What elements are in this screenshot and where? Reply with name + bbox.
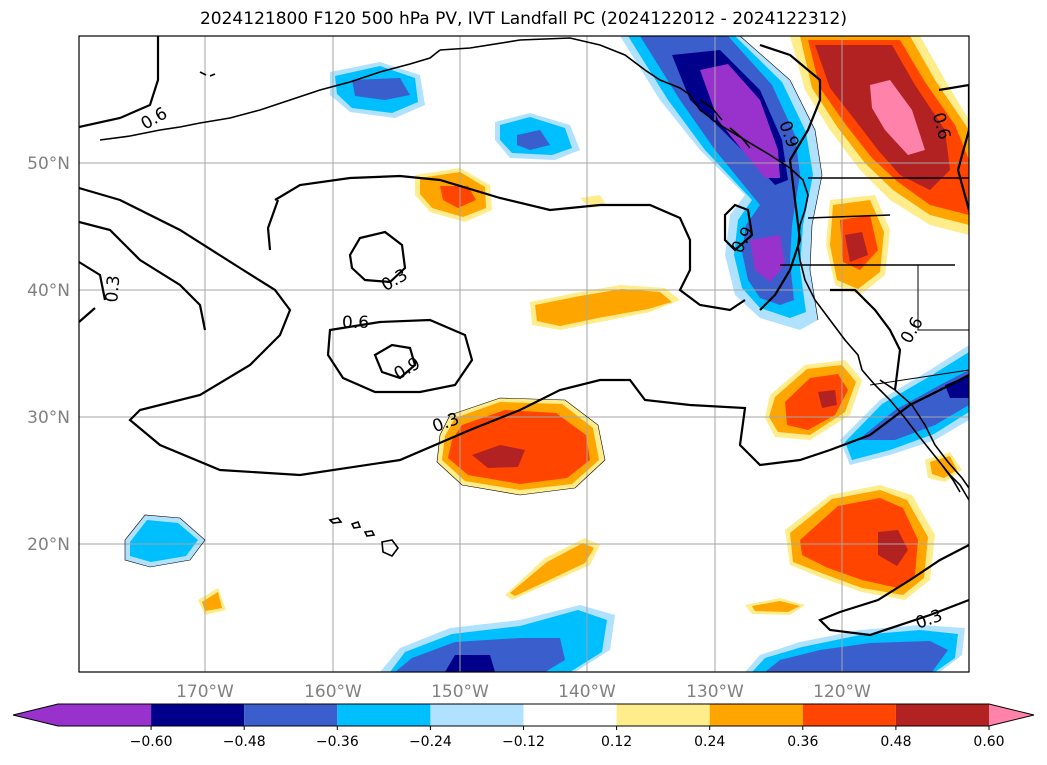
lat-label-30n: 30°N [27, 408, 70, 428]
fill-outlines [124, 36, 823, 568]
negative-anomaly-gulf-alaska [330, 62, 580, 160]
colorbar: −0.60 −0.48 −0.36 −0.24 −0.12 0.12 0.24 0.36 0.4… [12, 703, 1035, 750]
colorbar-cell [151, 704, 245, 726]
positive-anomaly-subtropical-band [505, 538, 600, 600]
colorbar-cell [802, 704, 896, 726]
lat-label-50n: 50°N [27, 154, 70, 174]
colorbar-cell [616, 704, 710, 726]
colorbar-tick-label: 0.24 [694, 734, 725, 750]
colorbar-cell [523, 704, 617, 726]
colorbar-cell [709, 704, 803, 726]
map-title: 2024121800 F120 500 hPa PV, IVT Landfall… [199, 9, 847, 29]
graticule [79, 36, 969, 672]
colorbar-tick-label: 0.36 [787, 734, 818, 750]
lat-label-20n: 20°N [27, 535, 70, 555]
colorbar-tick-label: −0.36 [316, 734, 359, 750]
lat-label-40n: 40°N [27, 281, 70, 301]
colorbar-cell [430, 704, 524, 726]
longitude-labels: 170°W 160°W 150°W 140°W 130°W 120°W [176, 682, 871, 702]
latitude-labels: 50°N 40°N 30°N 20°N [27, 154, 70, 555]
colorbar-tick-label: −0.24 [409, 734, 452, 750]
colorbar-tick-label: −0.12 [502, 734, 545, 750]
pv-contours [79, 36, 969, 637]
contour-label: 0.3 [102, 275, 124, 304]
colorbar-cell [58, 704, 152, 726]
colorbar-extend-max [989, 704, 1034, 726]
colorbar-extend-min [13, 704, 58, 726]
colorbar-cell [244, 704, 338, 726]
lon-label-150w: 150°W [431, 682, 489, 702]
negative-anomaly-northwest-coast [620, 36, 822, 330]
map-frame-border [78, 35, 970, 673]
lon-label-140w: 140°W [558, 682, 616, 702]
colorbar-tick-label: 0.12 [601, 734, 632, 750]
positive-anomaly-subtropical-central [437, 398, 605, 495]
lon-label-170w: 170°W [176, 682, 234, 702]
colorbar-cell [337, 704, 431, 726]
colorbar-tick-label: −0.48 [223, 734, 266, 750]
lon-label-120w: 120°W [813, 682, 871, 702]
lon-label-130w: 130°W [686, 682, 744, 702]
negative-anomaly-south [380, 605, 965, 672]
coastlines [99, 37, 969, 557]
colorbar-tick-label: 0.48 [880, 734, 911, 750]
contour-label: 0.6 [342, 313, 369, 333]
colorbar-cell [895, 704, 989, 726]
lon-label-160w: 160°W [304, 682, 362, 702]
colorbar-tick-label: 0.60 [973, 734, 1004, 750]
colorbar-tick-label: −0.60 [130, 734, 173, 750]
negative-anomaly-west-hawaii [125, 515, 205, 567]
